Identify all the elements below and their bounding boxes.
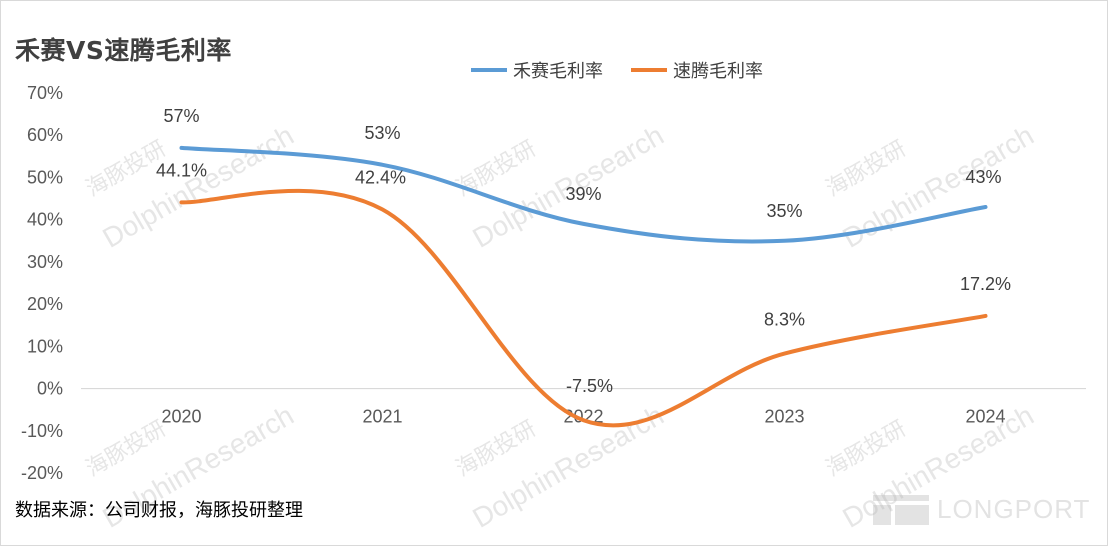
y-tick-label: 20% (27, 294, 63, 314)
legend-label: 禾赛毛利率 (513, 61, 603, 82)
data-label: 43% (965, 167, 1001, 187)
y-tick-label: 0% (37, 379, 63, 399)
y-tick-label: -20% (21, 463, 63, 483)
y-tick-label: 70% (27, 83, 63, 103)
brand-mark-icon (873, 494, 929, 525)
x-tick-label: 2024 (965, 407, 1005, 427)
data-label: 39% (565, 184, 601, 204)
source-note: 数据来源：公司财报，海豚投研整理 (15, 500, 303, 521)
y-tick-label: 40% (27, 210, 63, 230)
brand-name: LONGPORT (937, 494, 1091, 524)
data-label: 17.2% (960, 274, 1011, 294)
chart-title: 禾赛VS速腾毛利率 (15, 36, 232, 65)
data-label: 53% (364, 123, 400, 143)
x-tick-label: 2023 (764, 407, 804, 427)
data-label: 8.3% (764, 310, 805, 330)
data-label: 44.1% (156, 160, 207, 180)
y-tick-label: 10% (27, 336, 63, 356)
x-tick-label: 2020 (161, 407, 201, 427)
legend-label: 速腾毛利率 (673, 61, 763, 82)
y-tick-label: 30% (27, 252, 63, 272)
data-label: -7.5% (566, 376, 613, 396)
y-tick-label: 50% (27, 167, 63, 187)
data-label: 35% (766, 201, 802, 221)
data-label: 42.4% (355, 168, 406, 188)
data-label: 57% (163, 106, 199, 126)
series-line-2 (179, 188, 988, 428)
brand-logo: LONGPORT (873, 494, 1090, 525)
x-tick-label: 2021 (362, 407, 402, 427)
y-tick-label: -10% (21, 421, 63, 441)
y-tick-label: 60% (27, 125, 63, 145)
